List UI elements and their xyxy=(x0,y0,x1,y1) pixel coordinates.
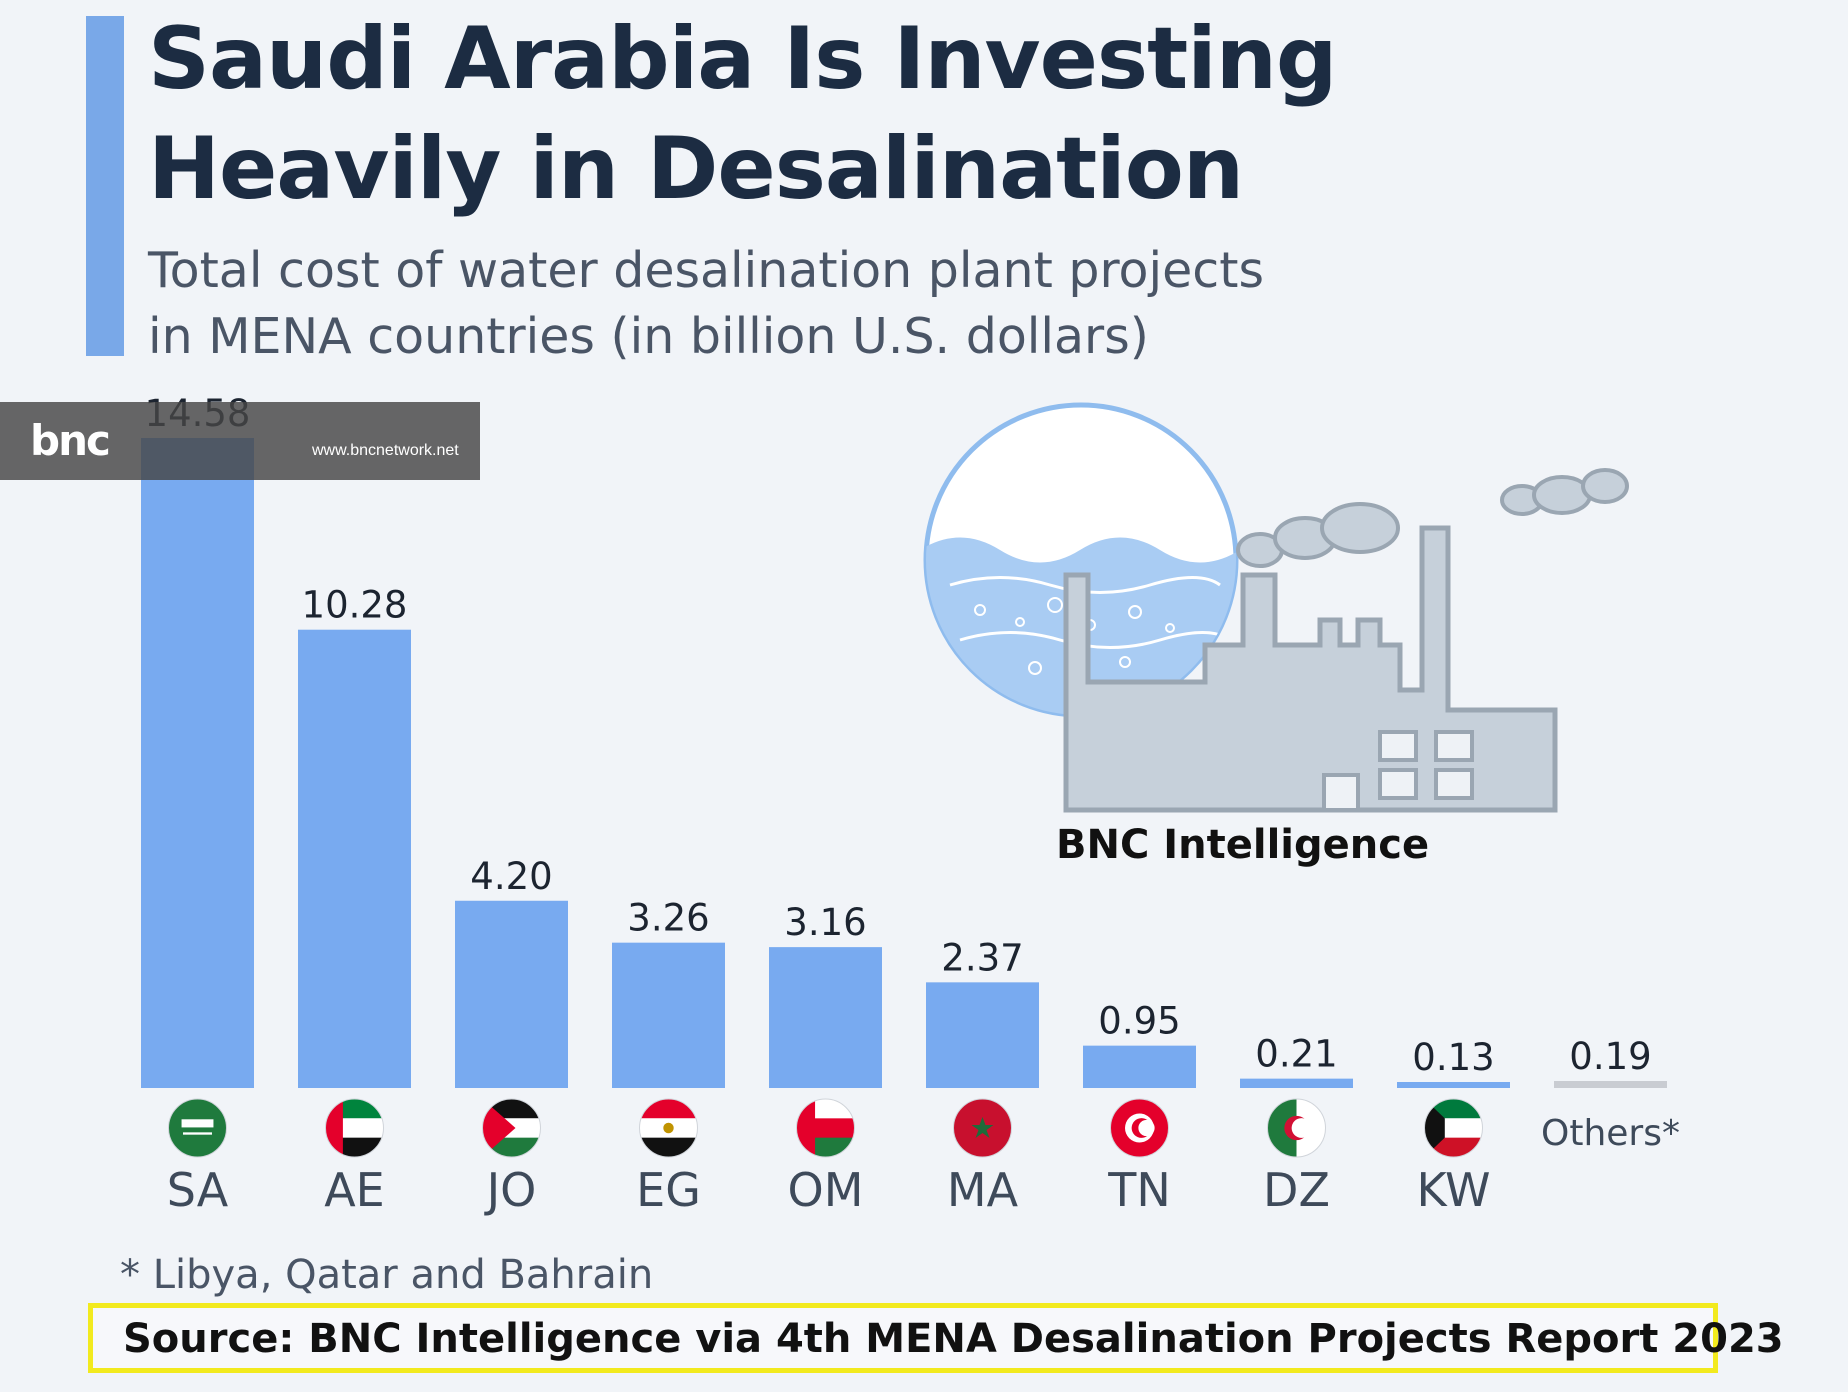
kuwait-flag-icon xyxy=(1424,1098,1483,1158)
uae-flag-icon xyxy=(325,1098,384,1158)
bar-others xyxy=(1554,1081,1667,1088)
chart-subtitle: Total cost of water desalination plant p… xyxy=(148,238,1264,370)
tick-label-others: Others* xyxy=(1541,1113,1680,1154)
value-label-others: 0.19 xyxy=(1569,1035,1651,1078)
factory-icon xyxy=(1063,525,1558,813)
saudi-arabia-flag-icon xyxy=(168,1098,227,1158)
title-line-1: Saudi Arabia Is Investing xyxy=(148,9,1337,109)
tick-label-kw: KW xyxy=(1416,1163,1490,1217)
watermark-url: www.bncnetwork.net xyxy=(312,442,459,459)
bar-om xyxy=(769,947,882,1088)
value-label-tn: 0.95 xyxy=(1098,1000,1180,1043)
egypt-flag-icon xyxy=(639,1098,698,1158)
bar-tn xyxy=(1083,1045,1196,1088)
title-accent-bar xyxy=(86,16,124,356)
subtitle-line-2: in MENA countries (in billion U.S. dolla… xyxy=(148,308,1149,365)
bar-kw xyxy=(1397,1082,1510,1088)
value-label-jo: 4.20 xyxy=(470,855,552,898)
oman-flag-icon xyxy=(796,1098,855,1158)
tick-label-eg: EG xyxy=(636,1163,701,1217)
source-box: Source: BNC Intelligence via 4th MENA De… xyxy=(88,1303,1784,1373)
bar-ma xyxy=(926,982,1039,1088)
bar-jo xyxy=(455,900,568,1088)
source-text: Source: BNC Intelligence via 4th MENA De… xyxy=(123,1316,1784,1362)
value-label-om: 3.16 xyxy=(784,901,866,944)
tick-label-dz: DZ xyxy=(1263,1163,1330,1217)
bar-eg xyxy=(612,942,725,1088)
desalination-plant-illustration xyxy=(923,402,1629,813)
tick-label-ae: AE xyxy=(324,1163,385,1217)
bar-ae xyxy=(298,629,411,1088)
value-label-eg: 3.26 xyxy=(627,897,709,940)
morocco-flag-icon xyxy=(953,1098,1012,1158)
bar-sa xyxy=(141,438,254,1088)
jordan-flag-icon xyxy=(482,1098,541,1158)
page-title: Saudi Arabia Is Investing Heavily in Des… xyxy=(148,4,1337,224)
footnote: * Libya, Qatar and Bahrain xyxy=(120,1252,654,1298)
tick-label-jo: JO xyxy=(484,1163,537,1217)
tunisia-flag-icon xyxy=(1110,1098,1169,1158)
bnc-logo: bnc xyxy=(30,416,111,465)
tick-label-tn: TN xyxy=(1107,1163,1171,1217)
smoke-icon xyxy=(1236,468,1629,568)
value-label-dz: 0.21 xyxy=(1255,1033,1337,1076)
subtitle-line-1: Total cost of water desalination plant p… xyxy=(148,242,1264,299)
title-line-2: Heavily in Desalination xyxy=(148,119,1244,219)
bar-dz xyxy=(1240,1078,1353,1088)
tick-label-om: OM xyxy=(788,1163,864,1217)
value-label-kw: 0.13 xyxy=(1412,1036,1494,1079)
tick-label-sa: SA xyxy=(167,1163,229,1217)
value-label-ma: 2.37 xyxy=(941,936,1023,979)
illustration-label: BNC Intelligence xyxy=(1056,822,1430,868)
value-label-ae: 10.28 xyxy=(302,584,408,627)
tick-label-ma: MA xyxy=(947,1163,1019,1217)
watermark-banner: bnc www.bncnetwork.net xyxy=(0,402,480,480)
algeria-flag-icon xyxy=(1267,1098,1326,1158)
